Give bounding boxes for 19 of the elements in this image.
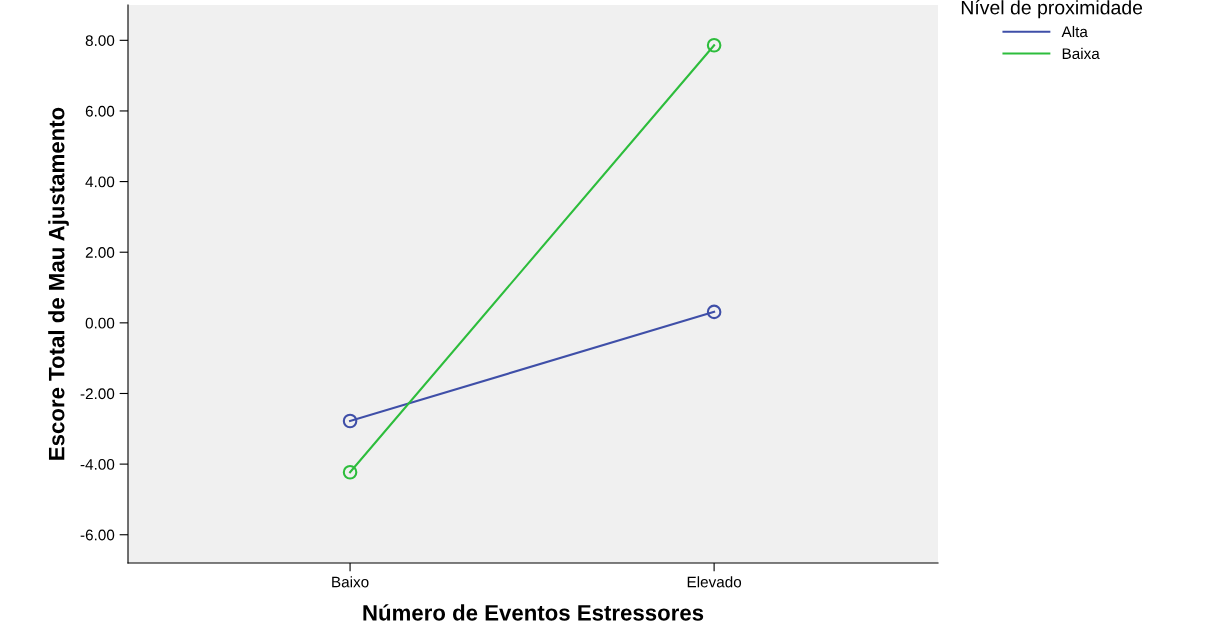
x-tick-label: Elevado — [687, 576, 742, 588]
x-tick-label: Baixo — [332, 576, 369, 588]
y-tick-label: 8.00 — [85, 35, 115, 46]
y-axis-title: Escore Total de Mau Ajustamento — [48, 107, 69, 460]
point — [342, 464, 358, 480]
point — [706, 304, 722, 320]
x-axis-title: Número de Eventos Estressores — [363, 604, 704, 621]
y-tick-label: -6.00 — [80, 529, 115, 541]
legend-title: Nível de proximidade — [961, 0, 1143, 19]
y-tick-label: -2.00 — [80, 388, 115, 400]
y-tick-label: 4.00 — [85, 176, 115, 188]
legend-label: Alta — [1061, 25, 1088, 38]
y-tick-label: 6.00 — [85, 105, 115, 117]
point — [706, 37, 722, 53]
legend-label: Baixa — [1062, 47, 1100, 60]
y-tick-label: -4.00 — [80, 458, 115, 470]
y-tick-label: 0.00 — [85, 317, 115, 329]
point — [342, 413, 358, 429]
y-tick-label: 2.00 — [85, 247, 115, 258]
